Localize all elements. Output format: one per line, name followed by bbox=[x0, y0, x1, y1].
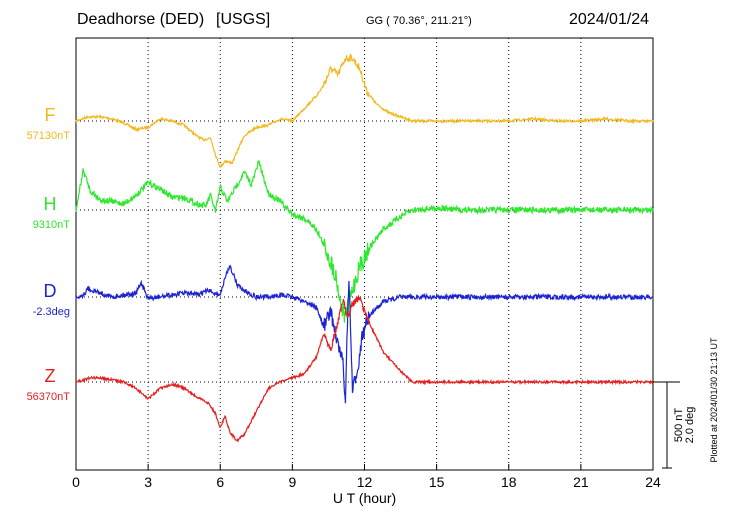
plotted-note: Plotted at 2024/01/30 21:13 UT bbox=[709, 337, 719, 463]
series-z-line bbox=[75, 294, 654, 443]
x-tick-label: 15 bbox=[429, 474, 445, 490]
x-tick-label: 18 bbox=[501, 474, 517, 490]
x-tick-label: 6 bbox=[216, 474, 224, 490]
x-tick-label: 12 bbox=[357, 474, 373, 490]
series-d-name: D bbox=[44, 281, 57, 301]
network-label: [USGS] bbox=[216, 11, 271, 28]
scale-bar-nt-label: 500 nT bbox=[673, 408, 685, 443]
series-f-name: F bbox=[45, 105, 56, 125]
series-h-baseline: 9310nT bbox=[33, 219, 71, 231]
x-tick-label: 9 bbox=[288, 474, 296, 490]
series-labels: F 57130nT H 9310nT D -2.3deg Z 56370nT bbox=[27, 105, 71, 403]
date-label: 2024/01/24 bbox=[569, 11, 650, 28]
x-tick-label: 24 bbox=[645, 474, 661, 490]
series-z-name: Z bbox=[45, 366, 56, 386]
scale-bar-deg-label: 2.0 deg bbox=[684, 407, 696, 444]
x-tick-label: 0 bbox=[72, 474, 80, 490]
station-title: Deadhorse (DED) bbox=[77, 11, 205, 28]
series-h-line bbox=[75, 160, 654, 323]
scale-bar: 500 nT 2.0 deg Plotted at 2024/01/30 21:13… bbox=[653, 337, 719, 469]
x-axis: 0 3 6 9 12 15 18 21 24 U T (hour) bbox=[72, 464, 661, 506]
series-f-line bbox=[75, 53, 654, 169]
coordinates-label: GG ( 70.36°, 211.21°) bbox=[366, 15, 472, 27]
series-z-baseline: 56370nT bbox=[27, 391, 71, 403]
x-tick-label: 3 bbox=[144, 474, 152, 490]
series-d-line bbox=[75, 264, 654, 404]
x-axis-label: U T (hour) bbox=[333, 490, 396, 506]
series-f-baseline: 57130nT bbox=[27, 130, 71, 142]
series-traces bbox=[75, 53, 654, 443]
x-tick-label: 21 bbox=[573, 474, 589, 490]
series-d-baseline: -2.3deg bbox=[33, 306, 70, 318]
series-h-name: H bbox=[44, 194, 57, 214]
